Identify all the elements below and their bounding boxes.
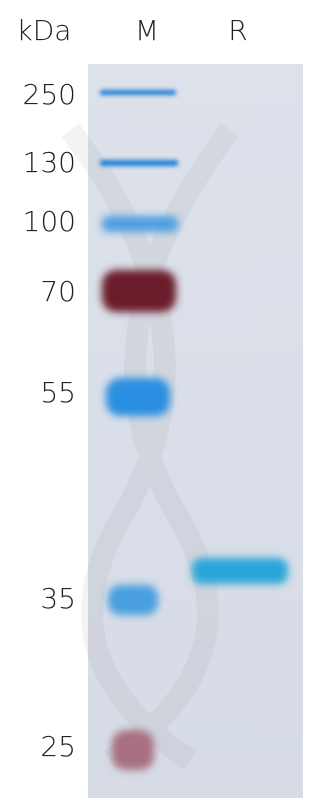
band <box>106 378 170 416</box>
band <box>102 216 178 232</box>
lane-label: R <box>228 14 247 47</box>
lane-label: M <box>135 14 159 47</box>
marker-label: 25 <box>40 730 76 763</box>
marker-label: 70 <box>40 275 76 308</box>
marker-label: 55 <box>40 376 76 409</box>
marker-label: 130 <box>23 146 76 179</box>
marker-label: 35 <box>40 582 76 615</box>
band <box>100 160 178 166</box>
band <box>102 270 176 312</box>
marker-label: 250 <box>23 78 76 111</box>
band <box>192 558 288 584</box>
gel-image: kDa M R 250 130 100 70 55 35 25 <box>0 0 303 798</box>
marker-label: 100 <box>23 205 76 238</box>
unit-label: kDa <box>17 14 72 47</box>
band <box>100 90 176 95</box>
band <box>112 730 154 770</box>
band <box>108 585 158 615</box>
